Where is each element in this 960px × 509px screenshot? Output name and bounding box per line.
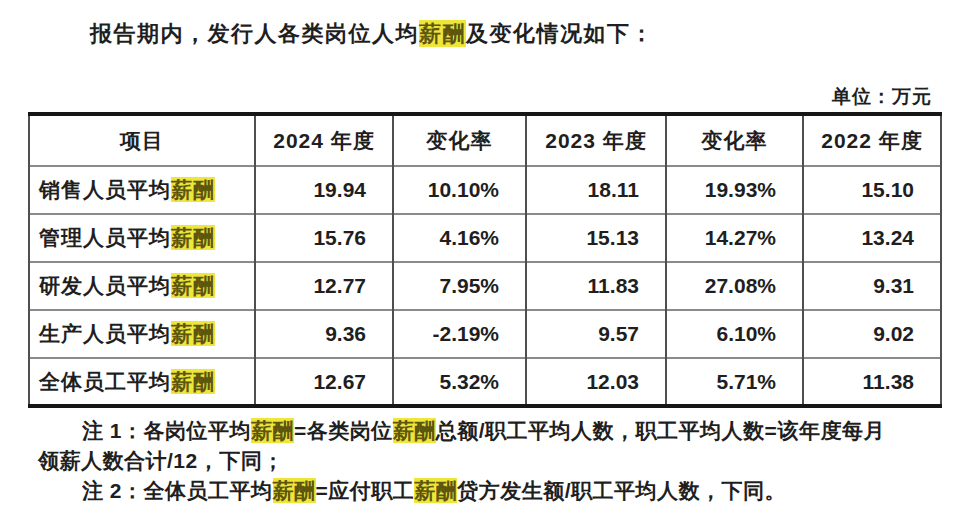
table-row-all-staff: 全体员工平均薪酬 12.67 5.32% 12.03 5.71% 11.38	[29, 358, 941, 406]
highlight-xinchou: 薪酬	[171, 225, 215, 250]
column-header-2022: 2022 年度	[803, 114, 941, 166]
row-label-text: 生产人员平均	[39, 322, 171, 345]
row-label-text: 管理人员平均	[39, 226, 171, 249]
row-label: 生产人员平均薪酬	[29, 310, 255, 358]
cell-change-2: 5.71%	[666, 358, 803, 406]
cell-2023: 15.13	[526, 214, 666, 262]
cell-2023: 11.83	[526, 262, 666, 310]
note-2: 注 2：全体员工平均薪酬=应付职工薪酬贷方发生额/职工平均人数，下同。	[38, 476, 934, 506]
cell-2022: 11.38	[803, 358, 941, 406]
cell-change-1: -2.19%	[393, 310, 526, 358]
salary-table: 项目 2024 年度 变化率 2023 年度 变化率 2022 年度 销售人员平…	[28, 112, 942, 408]
note-2-text: 注 2：全体员工平均	[82, 479, 273, 502]
column-header-change-2: 变化率	[666, 114, 803, 166]
cell-2022: 13.24	[803, 214, 941, 262]
highlight-xinchou: 薪酬	[171, 273, 215, 298]
title-text-pre: 报告期内，发行人各类岗位人均	[90, 21, 419, 46]
cell-2022: 15.10	[803, 166, 941, 214]
cell-2023: 9.57	[526, 310, 666, 358]
note-1-continuation: 领薪人数合计/12，下同；	[38, 449, 284, 472]
row-label: 研发人员平均薪酬	[29, 262, 255, 310]
row-label-text: 销售人员平均	[39, 178, 171, 201]
highlight-xinchou: 薪酬	[171, 321, 215, 346]
row-label: 销售人员平均薪酬	[29, 166, 255, 214]
cell-change-1: 7.95%	[393, 262, 526, 310]
highlight-xinchou: 薪酬	[171, 369, 215, 394]
row-label-text: 全体员工平均	[39, 370, 171, 393]
cell-2024: 12.77	[255, 262, 393, 310]
row-label-text: 研发人员平均	[39, 274, 171, 297]
page-title: 报告期内，发行人各类岗位人均薪酬及变化情况如下：	[90, 19, 654, 49]
table-row-rnd: 研发人员平均薪酬 12.77 7.95% 11.83 27.08% 9.31	[29, 262, 941, 310]
highlight-xinchou: 薪酬	[251, 418, 294, 443]
column-header-2023: 2023 年度	[526, 114, 666, 166]
table-header-row: 项目 2024 年度 变化率 2023 年度 变化率 2022 年度	[29, 114, 941, 166]
cell-2024: 12.67	[255, 358, 393, 406]
cell-2022: 9.02	[803, 310, 941, 358]
note-1-text: =各类岗位	[294, 419, 393, 442]
note-1-text: 注 1：各岗位平均	[82, 419, 251, 442]
cell-change-2: 14.27%	[666, 214, 803, 262]
cell-2024: 19.94	[255, 166, 393, 214]
unit-label: 单位：万元	[832, 84, 932, 110]
cell-change-2: 27.08%	[666, 262, 803, 310]
note-2-text: 贷方发生额/职工平均人数，下同。	[457, 479, 786, 502]
note-1-text: 总额/职工平均人数，职工平均人数=该年度每月	[436, 419, 885, 442]
table-row-production: 生产人员平均薪酬 9.36 -2.19% 9.57 6.10% 9.02	[29, 310, 941, 358]
note-1: 注 1：各岗位平均薪酬=各类岗位薪酬总额/职工平均人数，职工平均人数=该年度每月…	[38, 416, 934, 476]
cell-2023: 12.03	[526, 358, 666, 406]
cell-change-2: 19.93%	[666, 166, 803, 214]
highlight-xinchou: 薪酬	[419, 20, 466, 47]
cell-change-2: 6.10%	[666, 310, 803, 358]
highlight-xinchou: 薪酬	[273, 478, 316, 503]
cell-2023: 18.11	[526, 166, 666, 214]
cell-2024: 9.36	[255, 310, 393, 358]
row-label: 全体员工平均薪酬	[29, 358, 255, 406]
column-header-item: 项目	[29, 114, 255, 166]
cell-change-1: 4.16%	[393, 214, 526, 262]
row-label: 管理人员平均薪酬	[29, 214, 255, 262]
column-header-change-1: 变化率	[393, 114, 526, 166]
cell-change-1: 5.32%	[393, 358, 526, 406]
highlight-xinchou: 薪酬	[171, 177, 215, 202]
cell-2024: 15.76	[255, 214, 393, 262]
note-2-text: =应付职工	[316, 479, 415, 502]
column-header-2024: 2024 年度	[255, 114, 393, 166]
cell-change-1: 10.10%	[393, 166, 526, 214]
highlight-xinchou: 薪酬	[393, 418, 436, 443]
cell-2022: 9.31	[803, 262, 941, 310]
table-row-management: 管理人员平均薪酬 15.76 4.16% 15.13 14.27% 13.24	[29, 214, 941, 262]
title-text-post: 及变化情况如下：	[466, 21, 654, 46]
table-row-sales: 销售人员平均薪酬 19.94 10.10% 18.11 19.93% 15.10	[29, 166, 941, 214]
highlight-xinchou: 薪酬	[414, 478, 457, 503]
footnotes: 注 1：各岗位平均薪酬=各类岗位薪酬总额/职工平均人数，职工平均人数=该年度每月…	[30, 416, 934, 506]
